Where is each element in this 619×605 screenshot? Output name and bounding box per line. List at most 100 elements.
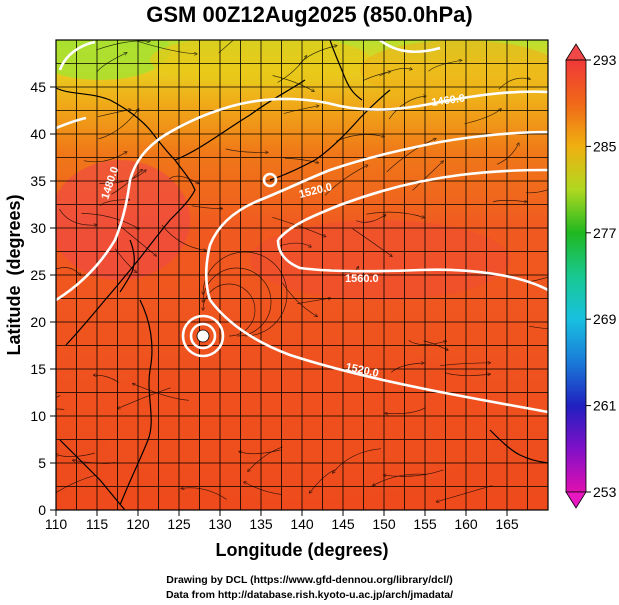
- streamline: [56, 452, 95, 457]
- y-tick-label: 40: [30, 126, 46, 142]
- y-tick-label: 30: [30, 220, 46, 236]
- streamline: [248, 446, 283, 471]
- streamline: [384, 469, 444, 476]
- temperature-field: [56, 40, 548, 510]
- streamline: [310, 469, 337, 493]
- streamline: [81, 213, 140, 228]
- x-axis: 110 115 120 125 130 135 140 145 150 155 160 165: [45, 510, 519, 532]
- streamline: [277, 56, 307, 83]
- streamline: [283, 106, 319, 114]
- colorbar-tick-label: 261: [593, 398, 617, 414]
- x-tick-label: 135: [249, 516, 273, 532]
- x-tick-label: 150: [372, 516, 396, 532]
- x-tick-label: 130: [208, 516, 232, 532]
- streamline: [115, 248, 136, 273]
- x-tick-label: 125: [167, 516, 191, 532]
- colorbar-tick-label: 277: [593, 225, 617, 241]
- x-tick-label: 115: [86, 516, 109, 532]
- streamline: [362, 72, 390, 81]
- colorbar-tick-label: 293: [593, 52, 617, 68]
- streamline: [408, 340, 447, 345]
- streamline: [272, 75, 315, 92]
- streamline: [385, 407, 426, 414]
- x-tick-label: 140: [290, 516, 314, 532]
- x-tick-label: 155: [413, 516, 437, 532]
- y-tick-label: 10: [30, 408, 46, 424]
- x-tick-label: 145: [331, 516, 355, 532]
- colorbar-top-arrow: [565, 43, 587, 61]
- y-tick-label: 35: [30, 173, 46, 189]
- streamline: [386, 139, 436, 173]
- streamline: [284, 157, 319, 163]
- streamline: [56, 408, 65, 410]
- colorbar-bottom-arrow: [565, 491, 587, 509]
- y-tick-label: 5: [38, 455, 46, 471]
- streamline: [525, 189, 548, 194]
- y-tick-label: 25: [30, 267, 46, 283]
- colorbar-tick-label: 285: [593, 138, 617, 154]
- streamline: [373, 473, 427, 486]
- streamline: [218, 40, 234, 54]
- streamline: [191, 205, 223, 209]
- streamline: [94, 375, 119, 383]
- y-axis-title: Latitude (degrees): [4, 194, 24, 355]
- streamline: [96, 41, 150, 51]
- streamline: [225, 148, 268, 153]
- streamline: [492, 200, 527, 202]
- streamline: [98, 109, 138, 140]
- streamline: [99, 170, 146, 184]
- y-tick-label: 15: [30, 361, 46, 377]
- streamline: [379, 68, 413, 77]
- streamline: [56, 395, 61, 398]
- streamline: [352, 228, 392, 256]
- y-tick-label: 20: [30, 314, 46, 330]
- x-tick-label: 120: [126, 516, 150, 532]
- streamline: [111, 170, 142, 195]
- colorbar: 293 285 277 269 261 253: [565, 43, 617, 509]
- streamline: [412, 161, 444, 191]
- contour-label-1560: 1560.0: [345, 273, 379, 285]
- contour-label-1460: 1460.0: [431, 92, 466, 109]
- credit-drawing: Drawing by DCL (https://www.gfd-dennou.o…: [166, 574, 453, 586]
- colorbar-tick-label: 253: [593, 484, 617, 500]
- streamline: [203, 251, 288, 337]
- streamline: [181, 488, 227, 500]
- streamline: [272, 216, 325, 236]
- streamline: [59, 208, 96, 225]
- y-axis: 0 5 10 15 20 25 30 35 40 45: [30, 79, 56, 518]
- streamline: [391, 363, 423, 373]
- colorbar-body: [565, 59, 587, 493]
- streamline: [496, 143, 519, 165]
- coastlines: [56, 40, 548, 510]
- streamline: [169, 175, 199, 183]
- streamline: [56, 474, 96, 494]
- streamline: [439, 363, 490, 367]
- streamline: [56, 267, 80, 275]
- y-tick-label: 45: [30, 79, 46, 95]
- x-tick-label: 110: [45, 516, 68, 532]
- height-contours: [56, 40, 548, 414]
- x-tick-label: 160: [454, 516, 478, 532]
- streamline: [133, 384, 190, 401]
- streamline: [244, 482, 282, 495]
- storm-center: [196, 329, 210, 343]
- graticule: [56, 40, 548, 510]
- x-axis-title: Longitude (degrees): [215, 540, 388, 560]
- streamline: [161, 224, 206, 250]
- streamline: [282, 282, 317, 317]
- streamline: [366, 211, 424, 217]
- chart-title: GSM 00Z12Aug2025 (850.0hPa): [146, 2, 473, 27]
- streamline: [239, 449, 281, 454]
- streamline: [428, 60, 462, 72]
- streamline: [83, 152, 127, 163]
- streamline: [118, 387, 171, 409]
- streamline: [138, 41, 197, 54]
- x-tick-label: 165: [495, 516, 519, 532]
- y-tick-label: 0: [38, 502, 46, 518]
- colorbar-tick-label: 269: [593, 311, 617, 327]
- streamline: [388, 96, 426, 120]
- credit-data: Data from http://database.rish.kyoto-u.a…: [165, 589, 454, 601]
- streamline: [444, 372, 490, 376]
- streamline: [356, 215, 385, 223]
